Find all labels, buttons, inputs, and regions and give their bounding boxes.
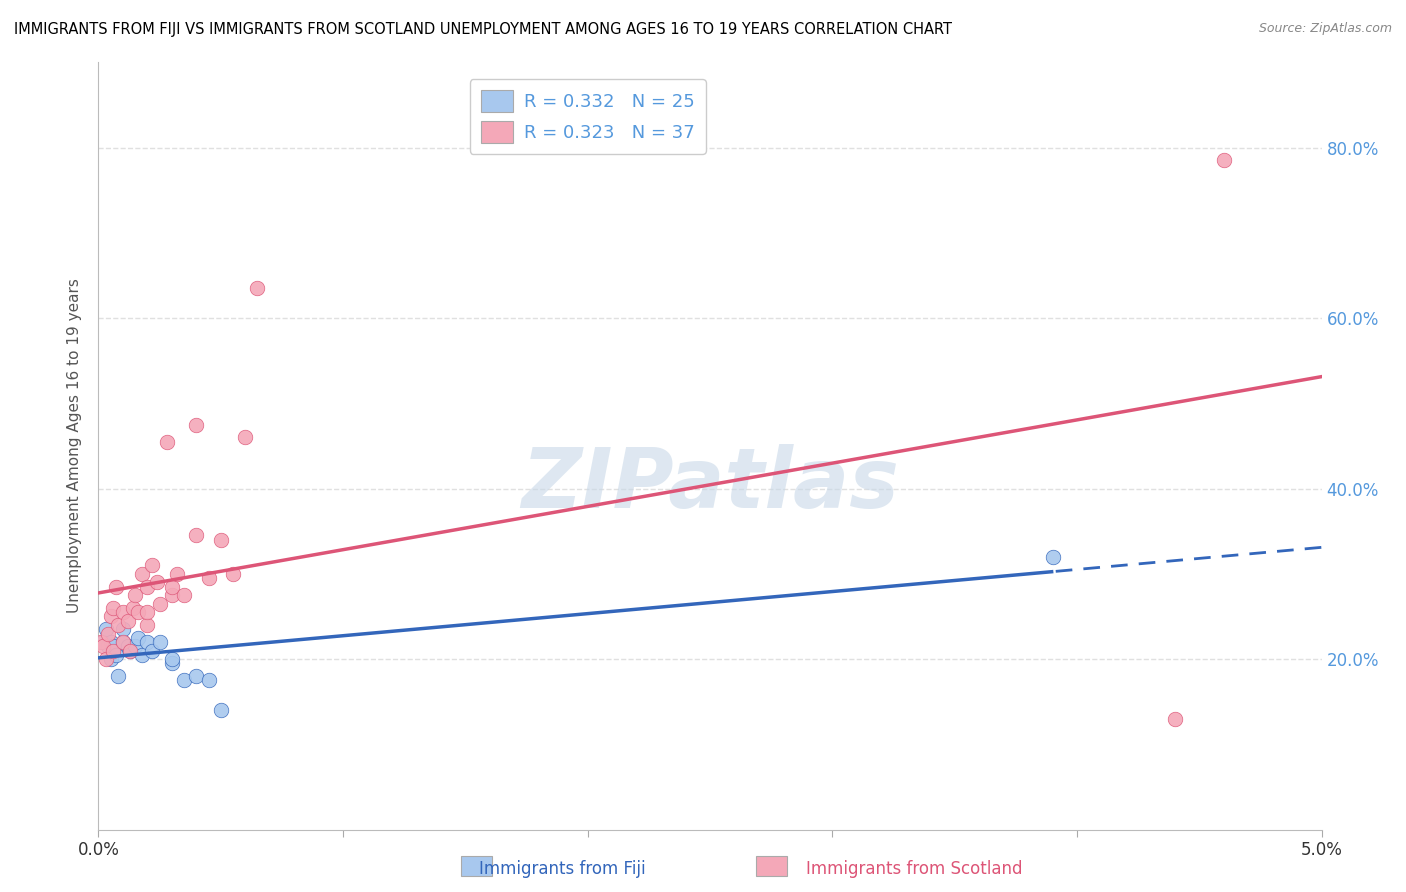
FancyBboxPatch shape [756, 856, 787, 876]
Point [100, 609, 122, 624]
Point [141, 643, 163, 657]
Point [160, 657, 183, 671]
Point [124, 640, 146, 654]
FancyBboxPatch shape [461, 856, 492, 876]
Point [222, 566, 245, 581]
Point [197, 571, 219, 585]
Text: IMMIGRANTS FROM FIJI VS IMMIGRANTS FROM SCOTLAND UNEMPLOYMENT AMONG AGES 16 TO 1: IMMIGRANTS FROM FIJI VS IMMIGRANTS FROM … [14, 22, 952, 37]
Point [101, 643, 124, 657]
Point [136, 635, 159, 649]
Legend: R = 0.332   N = 25, R = 0.323   N = 37: R = 0.332 N = 25, R = 0.323 N = 37 [470, 79, 706, 154]
Point [166, 566, 188, 581]
Point [156, 434, 179, 449]
Point [173, 588, 195, 602]
Point [111, 635, 134, 649]
Point [186, 669, 208, 683]
Point [111, 605, 134, 619]
Text: Source: ZipAtlas.com: Source: ZipAtlas.com [1258, 22, 1392, 36]
Point [101, 640, 124, 654]
Point [146, 575, 169, 590]
Y-axis label: Unemployment Among Ages 16 to 19 years: Unemployment Among Ages 16 to 19 years [67, 278, 83, 614]
Point [104, 580, 127, 594]
Point [91, 635, 114, 649]
Point [124, 588, 146, 602]
Point [94, 622, 117, 636]
Point [149, 635, 172, 649]
Point [136, 605, 159, 619]
Point [1212, 153, 1234, 168]
Point [120, 643, 142, 657]
Point [233, 430, 256, 444]
Point [94, 652, 117, 666]
Point [131, 648, 153, 662]
Point [209, 533, 232, 547]
Point [120, 643, 142, 657]
Point [186, 528, 208, 542]
Point [160, 652, 183, 666]
Point [121, 601, 143, 615]
Point [111, 635, 134, 649]
Point [91, 640, 114, 654]
Point [160, 588, 183, 602]
Point [131, 566, 153, 581]
Text: ZIPatlas: ZIPatlas [522, 444, 898, 524]
Point [107, 669, 129, 683]
Point [97, 626, 120, 640]
Point [107, 618, 129, 632]
Point [104, 648, 127, 662]
Point [90, 635, 112, 649]
Point [117, 640, 139, 654]
Text: Immigrants from Fiji: Immigrants from Fiji [479, 860, 645, 878]
Point [246, 281, 269, 295]
Point [117, 614, 139, 628]
Point [186, 417, 208, 432]
Point [136, 580, 159, 594]
Text: Immigrants from Scotland: Immigrants from Scotland [806, 860, 1022, 878]
Point [127, 605, 149, 619]
Point [1164, 712, 1187, 726]
Point [1042, 549, 1064, 564]
Point [173, 673, 195, 688]
Point [100, 635, 122, 649]
Point [100, 652, 122, 666]
Point [127, 631, 149, 645]
Point [149, 597, 172, 611]
Point [197, 673, 219, 688]
Point [101, 601, 124, 615]
Point [97, 640, 120, 654]
Point [111, 622, 134, 636]
Point [160, 580, 183, 594]
Point [209, 703, 232, 717]
Point [136, 618, 159, 632]
Point [141, 558, 163, 573]
